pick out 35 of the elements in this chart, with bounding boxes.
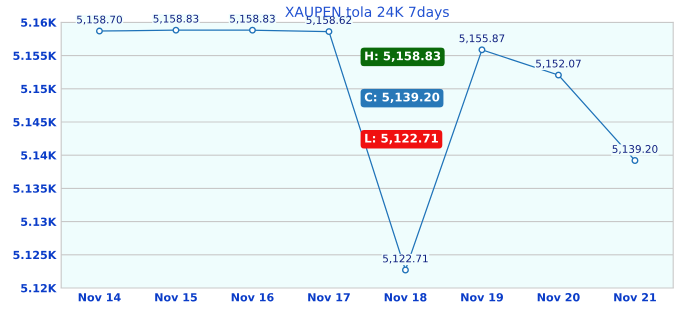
x-tick-label: Nov 15: [155, 293, 197, 302]
data-label: 5,139.20: [612, 145, 658, 154]
data-label: 5,158.83: [154, 14, 198, 24]
y-tick-label: 5.145K: [13, 118, 57, 126]
data-label: 5,155.87: [460, 34, 504, 44]
data-label: 5,158.70: [77, 16, 122, 25]
x-tick-label: Nov 18: [384, 293, 427, 302]
point: [478, 46, 486, 54]
point: [172, 26, 180, 34]
x-tick-label: Nov 21: [614, 293, 656, 302]
data-label: 5,158.83: [230, 14, 275, 24]
y-tick-label: 5.16K: [21, 18, 57, 27]
point: [248, 26, 256, 34]
y-tick-label: 5.125K: [13, 250, 57, 260]
point: [96, 28, 103, 35]
y-tick-label: 5.12K: [21, 284, 57, 292]
y-tick-label: 5.13K: [21, 218, 57, 226]
annotation: H: 5,158.83: [365, 51, 440, 62]
x-tick-label: Nov 17: [308, 293, 350, 302]
data-label: 5,122.71: [383, 254, 428, 264]
x-tick-label: Nov 19: [461, 293, 503, 302]
x-tick-label: Nov 14: [78, 293, 121, 302]
point: [554, 72, 562, 79]
y-tick-label: 5.15K: [21, 84, 57, 94]
annotation: C: 5,139.20: [364, 92, 440, 104]
point: [325, 28, 332, 36]
data-label: 5,152.07: [536, 60, 581, 69]
y-tick-label: 5.135K: [13, 184, 57, 193]
y-tick-label: 5.14K: [21, 151, 57, 160]
point: [631, 157, 638, 164]
x-tick-label: Nov 16: [232, 293, 274, 302]
x-tick-label: Nov 20: [538, 293, 580, 302]
point: [402, 266, 409, 274]
y-tick-label: 5.155K: [13, 52, 57, 60]
annotation: L: 5,122.71: [365, 134, 438, 144]
